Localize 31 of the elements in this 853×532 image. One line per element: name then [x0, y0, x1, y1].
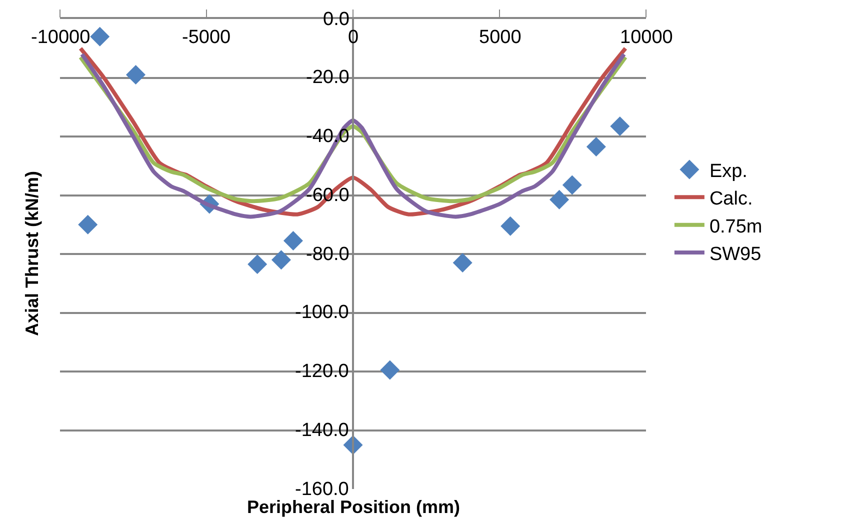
x-tick-label: -10000: [31, 27, 90, 48]
x-tick-label: 0: [348, 27, 359, 48]
point: [452, 253, 472, 273]
legend-label: Exp.: [709, 160, 748, 182]
point: [562, 175, 582, 195]
point: [550, 190, 570, 210]
y-tick-label: -100.0: [295, 302, 349, 323]
x-axis-title: Peripheral Position (mm): [247, 497, 460, 517]
x-tick-label: 10000: [620, 27, 673, 48]
point: [126, 65, 146, 85]
point: [90, 26, 110, 46]
point: [586, 137, 606, 157]
y-tick-label: -160.0: [295, 479, 349, 500]
point: [271, 250, 291, 270]
y-tick-label: -20.0: [306, 67, 350, 88]
point: [283, 231, 303, 251]
point: [248, 254, 268, 274]
y-axis-title: Axial Thrust (kN/m): [22, 170, 42, 336]
point: [380, 360, 400, 380]
x-tick-label: -5000: [182, 27, 231, 48]
y-tick-label: -80.0: [306, 244, 350, 265]
y-tick-label: -140.0: [295, 420, 349, 441]
legend-label: 0.75m: [709, 216, 762, 238]
y-tick-label: 0.0: [323, 9, 350, 30]
y-tick-label: -120.0: [295, 361, 349, 382]
legend-label: Calc.: [709, 188, 753, 210]
legend-label: SW95: [709, 244, 762, 265]
x-tick-label: 5000: [479, 27, 522, 48]
point: [610, 116, 630, 136]
point: [78, 214, 98, 234]
point: [500, 216, 520, 236]
